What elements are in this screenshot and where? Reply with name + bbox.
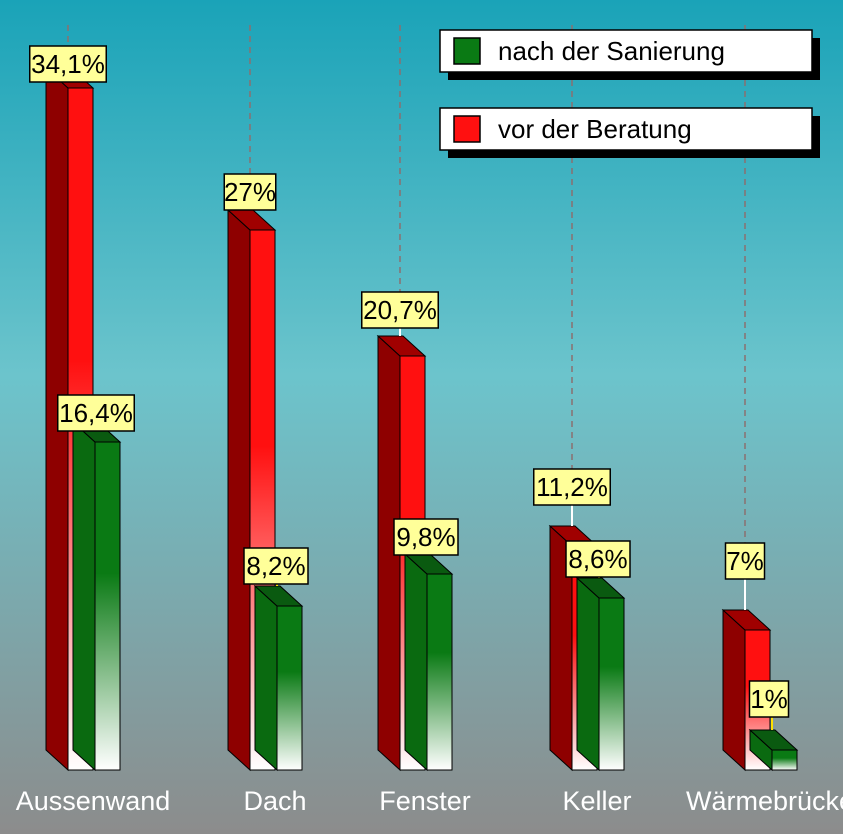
label-nach-dach: 8,2% — [243, 547, 309, 585]
legend-label: vor der Beratung — [498, 114, 692, 144]
category-label-dach: Dach — [243, 786, 306, 816]
svg-text:11,2%: 11,2% — [536, 472, 608, 502]
label-nach-waermebruecke: 1% — [748, 680, 790, 718]
legend-item-nach-der-sanierung: nach der Sanierung — [439, 29, 820, 80]
label-nach-keller: 8,6% — [565, 540, 631, 578]
label-vor-keller: 11,2% — [533, 468, 611, 526]
svg-text:16,4%: 16,4% — [59, 398, 133, 428]
bar-group-dach: 27% 8,2% — [223, 173, 309, 772]
bar-group-fenster: 20,7% 9,8% — [361, 291, 459, 772]
bar-group-waermebruecke: 7% 1% — [721, 542, 799, 772]
bar-nach-fenster — [403, 552, 454, 772]
category-label-fenster: Fenster — [379, 786, 471, 816]
category-label-waermebruecke: Wärmebrücke — [686, 786, 843, 816]
svg-text:7%: 7% — [726, 546, 764, 576]
bar-nach-waermebruecke — [748, 728, 799, 772]
svg-text:8,6%: 8,6% — [568, 544, 627, 574]
legend-swatch — [453, 115, 481, 143]
label-vor-fenster: 20,7% — [361, 291, 439, 336]
label-vor-aussenwand: 34,1% — [29, 45, 107, 83]
bar-nach-aussenwand — [71, 420, 122, 772]
bar-nach-dach — [253, 584, 304, 772]
svg-text:9,8%: 9,8% — [396, 522, 455, 552]
legend-label: nach der Sanierung — [498, 36, 725, 66]
label-nach-fenster: 9,8% — [393, 518, 459, 556]
svg-text:27%: 27% — [224, 177, 276, 207]
bar-group-keller: 11,2% 8,6% — [533, 468, 631, 772]
label-vor-dach: 27% — [223, 173, 277, 211]
label-vor-waermebruecke: 7% — [724, 542, 766, 610]
bar-nach-keller — [575, 576, 626, 772]
category-label-keller: Keller — [562, 786, 631, 816]
label-nach-aussenwand: 16,4% — [57, 394, 135, 432]
svg-text:20,7%: 20,7% — [363, 295, 437, 325]
bars-layer: 34,1% 16,4% Aussenwand 27% 8,2% Dach 20,7% 9,8%… — [16, 45, 843, 816]
category-label-aussenwand: Aussenwand — [16, 786, 171, 816]
bar-group-aussenwand: 34,1% 16,4% — [29, 45, 135, 772]
svg-text:1%: 1% — [750, 684, 788, 714]
legend-item-vor-der-beratung: vor der Beratung — [439, 107, 820, 158]
legend: nach der Sanierung vor der Beratung — [439, 29, 820, 158]
svg-text:34,1%: 34,1% — [31, 49, 105, 79]
svg-text:8,2%: 8,2% — [246, 551, 305, 581]
legend-swatch — [453, 37, 481, 65]
